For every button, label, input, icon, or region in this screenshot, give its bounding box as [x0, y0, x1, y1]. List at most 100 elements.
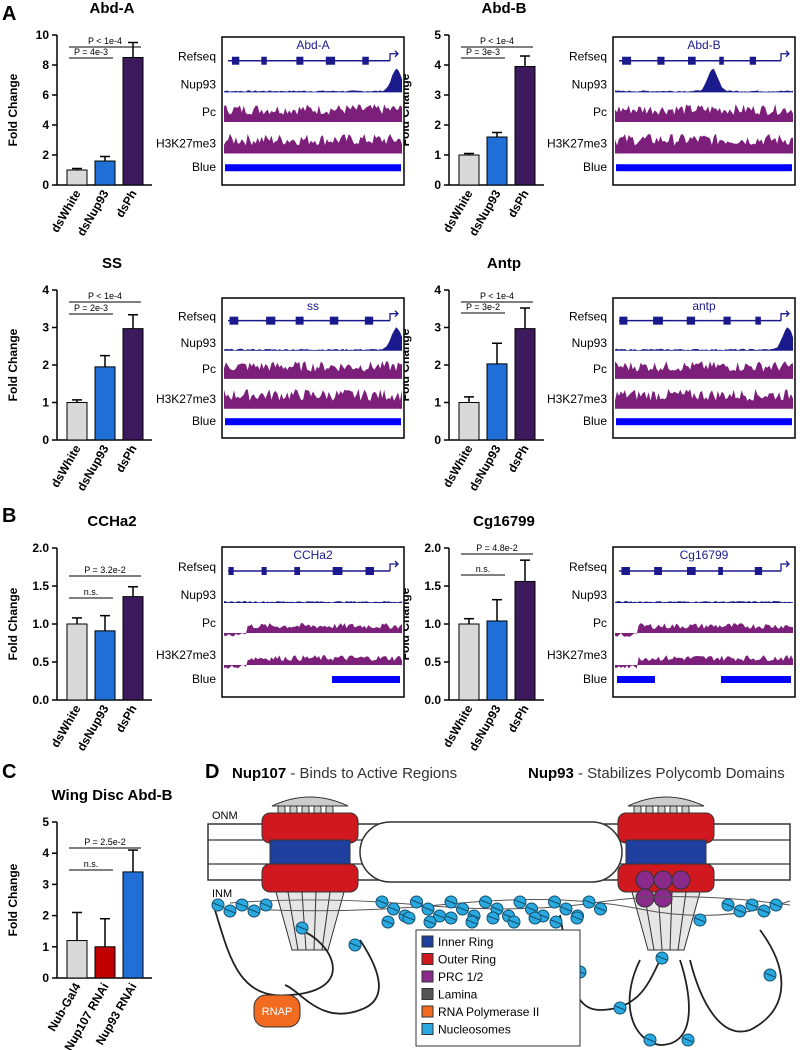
- chart-title: SS: [102, 255, 122, 272]
- domain-bar: [617, 676, 655, 683]
- annotation: P < 1e-4: [480, 36, 514, 46]
- nucleosome-wrap: [212, 902, 224, 908]
- nucleosome-wrap: [434, 913, 445, 919]
- nucleosome-wrap: [682, 1037, 694, 1043]
- bar: [94, 630, 116, 701]
- h3k27me3-signal: [615, 133, 793, 154]
- bar: [458, 623, 480, 701]
- tss-arrow: [389, 310, 399, 321]
- panel-letter: D: [205, 761, 219, 783]
- track-panel: Refseq Nup93 Pc H3K27me3 Blue CCHa2: [156, 546, 405, 698]
- nucleosome-wrap: [236, 902, 248, 908]
- nup93-signal: [615, 68, 793, 93]
- track-box: [221, 546, 405, 698]
- bar: [486, 136, 508, 186]
- y-tick-label: 0: [42, 971, 49, 985]
- y-tick-label: 1.0: [32, 617, 49, 631]
- y-tick-label: 4: [434, 58, 441, 72]
- y-tick-label: 2: [434, 118, 441, 132]
- prc: [635, 870, 655, 890]
- exon: [723, 316, 731, 325]
- nucleosome-wrap: [411, 899, 422, 905]
- exon: [261, 567, 267, 575]
- exon: [229, 316, 239, 325]
- bar: [94, 946, 116, 979]
- tss-arrow: [780, 560, 790, 571]
- y-tick-label: 2.0: [32, 541, 49, 555]
- y-tick-label: 3: [42, 321, 49, 335]
- legend-label: Outer Ring: [438, 953, 496, 967]
- prc: [653, 888, 673, 908]
- legend-swatch: [421, 953, 434, 965]
- inner-ring: [269, 839, 351, 867]
- diagram-title: Nup107 - Binds to Active Regions: [232, 765, 457, 782]
- track-label: H3K27me3: [156, 137, 216, 151]
- bar: [122, 328, 144, 441]
- h3k27me3-signal: [224, 388, 402, 409]
- track-panel: Refseq Nup93 Pc H3K27me3 Blue ss: [156, 297, 405, 439]
- chart-title: Antp: [487, 255, 521, 272]
- bar: [458, 154, 480, 186]
- y-tick-label: 1.5: [32, 579, 49, 593]
- exon: [296, 56, 304, 65]
- cytoplasmic-ring: [627, 796, 705, 807]
- nucleosome-wrap: [722, 902, 734, 908]
- legend-label: PRC 1/2: [438, 970, 484, 984]
- nucleosome-wrap: [466, 919, 478, 925]
- bar: [122, 871, 144, 979]
- x-tick-label: dsPh: [113, 188, 140, 220]
- exon: [657, 56, 665, 65]
- domain-bar: [225, 418, 401, 426]
- bar: [66, 169, 88, 186]
- track-label: Nup93: [181, 336, 217, 350]
- exon: [231, 56, 240, 65]
- panel-letter: B: [2, 505, 16, 527]
- exon: [749, 56, 756, 65]
- y-tick-label: 0: [42, 178, 49, 192]
- y-tick-label: 0: [434, 178, 441, 192]
- y-tick-label: 4: [42, 118, 49, 132]
- y-tick-label: 3: [42, 877, 49, 891]
- x-tick-label: dsPh: [505, 703, 532, 735]
- domain-bar: [332, 676, 400, 683]
- h3k27me3-signal: [224, 133, 402, 154]
- nucleosome-wrap: [550, 919, 562, 925]
- nucleosome-wrap: [422, 906, 434, 912]
- domain-bar: [616, 418, 792, 426]
- bar: [94, 160, 116, 186]
- track-label: Refseq: [178, 560, 216, 574]
- exon: [653, 316, 663, 325]
- nucleosome-wrap: [382, 919, 394, 925]
- exon: [622, 56, 632, 65]
- bar: [66, 402, 88, 441]
- tss-arrow: [389, 560, 399, 571]
- nucleosome-wrap: [514, 899, 526, 905]
- track-label: Blue: [192, 160, 216, 174]
- bar: [66, 940, 88, 979]
- nucleosome-wrap: [549, 899, 560, 905]
- nucleosome-wrap: [656, 955, 668, 961]
- exon: [228, 567, 234, 575]
- chart-title: CCHa2: [87, 513, 136, 530]
- track-label: H3K27me3: [547, 137, 607, 151]
- nucleosome-wrap: [764, 972, 776, 978]
- nucleosome-wrap: [734, 908, 746, 914]
- outer-ring: [261, 812, 359, 844]
- diagram-title-text: - Stabilizes Polycomb Domains: [574, 765, 785, 782]
- nucleosome-wrap: [560, 906, 572, 912]
- track-panel: Refseq Nup93 Pc H3K27me3 Blue Cg16799: [547, 546, 796, 698]
- track-label: Refseq: [569, 50, 607, 64]
- annotation: n.s.: [476, 564, 491, 574]
- h3k27me3-signal: [615, 389, 793, 409]
- exon: [266, 316, 276, 325]
- lumen: [359, 821, 623, 883]
- annotation: P < 1e-4: [480, 291, 514, 301]
- y-tick-label: 2: [434, 358, 441, 372]
- bar: [486, 620, 508, 701]
- track-label: Pc: [202, 616, 216, 630]
- legend-swatch: [421, 1023, 434, 1035]
- exon: [329, 316, 339, 325]
- annotation: P = 2.5e-2: [84, 837, 126, 847]
- nup93-signal: [615, 327, 793, 351]
